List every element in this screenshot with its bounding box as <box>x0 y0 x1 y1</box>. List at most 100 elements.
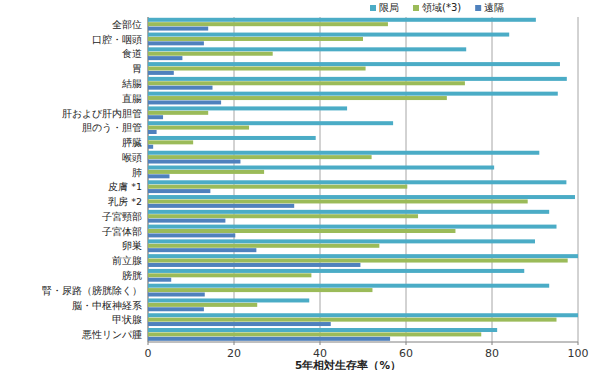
bar <box>148 62 560 66</box>
grid-line <box>578 17 579 342</box>
bar <box>148 298 309 302</box>
bar <box>148 307 204 311</box>
tick-label: 60 <box>399 347 413 360</box>
bar <box>148 52 273 56</box>
bar <box>148 96 447 100</box>
bar <box>148 259 568 263</box>
bar <box>148 185 407 189</box>
bar <box>148 263 360 267</box>
bar <box>148 248 256 252</box>
category-label: 胆のう・胆管 <box>82 122 142 133</box>
bar <box>148 239 535 243</box>
category-label: 肺 <box>132 167 142 178</box>
bar <box>148 77 567 81</box>
bar <box>148 199 528 203</box>
bar <box>148 160 240 164</box>
bar <box>148 71 174 75</box>
bar <box>148 86 213 90</box>
legend-swatch <box>475 5 481 11</box>
tick-label: 80 <box>485 347 499 360</box>
bar <box>148 170 264 174</box>
bar <box>148 219 225 223</box>
bar <box>148 313 578 317</box>
bar <box>148 115 163 119</box>
category-label: 膵臓 <box>122 137 142 148</box>
bar <box>148 189 210 193</box>
bar <box>148 322 331 326</box>
legend-swatch <box>413 5 419 11</box>
bar <box>148 303 257 307</box>
bar <box>148 33 509 37</box>
category-label: 甲状腺 <box>112 314 142 325</box>
bar <box>148 100 221 104</box>
bar <box>148 121 393 125</box>
bar <box>148 269 524 273</box>
bar <box>148 41 204 45</box>
bar <box>148 225 557 229</box>
bar <box>148 166 494 170</box>
bar <box>148 155 372 159</box>
bar <box>148 288 372 292</box>
category-label: 子宮体部 <box>102 226 142 237</box>
legend-label: 領域(*3) <box>422 2 461 13</box>
bar <box>148 328 497 332</box>
bars <box>148 18 578 341</box>
legend-label: 遠隔 <box>484 2 504 13</box>
bar <box>148 22 388 26</box>
bar <box>148 47 466 51</box>
chart: 020406080100全部位口腔・咽頭食道胃結腸直腸肝および肝内胆管胆のう・胆… <box>0 0 610 370</box>
bar <box>148 210 549 214</box>
bar <box>148 204 294 208</box>
category-label: 前立腺 <box>112 255 142 266</box>
category-label: 肝および肝内胆管 <box>62 108 142 119</box>
bar <box>148 229 455 233</box>
bar <box>148 92 558 96</box>
bar <box>148 254 578 258</box>
bar <box>148 130 157 134</box>
bar <box>148 81 465 85</box>
category-label: 結腸 <box>121 78 142 89</box>
category-label: 子宮頸部 <box>102 211 142 222</box>
bar <box>148 332 481 336</box>
category-label: 直腸 <box>122 93 142 104</box>
bar <box>148 195 575 199</box>
category-label: 口腔・咽頭 <box>92 34 142 45</box>
category-label: 胃 <box>132 63 142 74</box>
legend: 限局 領域(*3) 遠隔 <box>370 2 504 13</box>
bar <box>148 233 235 237</box>
bar <box>148 180 566 184</box>
x-axis <box>148 342 578 343</box>
category-label: 食道 <box>122 48 142 59</box>
bar <box>148 337 390 341</box>
bar <box>148 106 347 110</box>
bar <box>148 67 366 71</box>
bar <box>148 244 379 248</box>
bar <box>148 136 316 140</box>
tick-label: 0 <box>145 347 152 360</box>
bar <box>148 126 249 130</box>
bar <box>148 273 311 277</box>
category-label: 悪性リンパ腫 <box>81 329 142 340</box>
tick-label: 20 <box>227 347 241 360</box>
bar <box>148 18 536 22</box>
bar <box>148 151 539 155</box>
bar <box>148 278 171 282</box>
legend-swatch <box>370 5 376 11</box>
legend-label: 限局 <box>379 2 399 13</box>
bar <box>148 37 363 41</box>
bar <box>148 214 418 218</box>
bar <box>148 56 182 60</box>
bar <box>148 318 557 322</box>
bar <box>148 140 193 144</box>
category-label: 卵巣 <box>122 240 142 251</box>
bar <box>148 27 208 31</box>
category-label: 皮膚 *1 <box>108 181 142 192</box>
category-label: 脳・中枢神経系 <box>72 300 142 311</box>
category-label: 膀胱 <box>122 270 142 281</box>
tick-label: 100 <box>568 347 589 360</box>
bar <box>148 111 208 115</box>
category-label: 腎・尿路（膀胱除く） <box>42 285 142 296</box>
axis-label: 5年相対生存率（%） <box>295 359 401 370</box>
category-label: 乳房 *2 <box>108 196 142 207</box>
bar <box>148 292 205 296</box>
